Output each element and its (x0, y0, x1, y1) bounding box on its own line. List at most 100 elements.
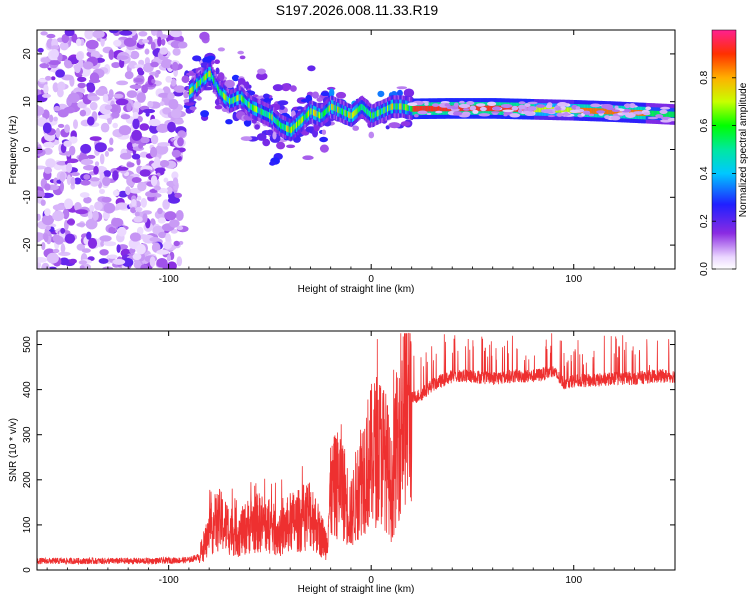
heatmap-cell (671, 111, 674, 118)
heatmap-cell (147, 100, 154, 108)
heatmap-cell (86, 154, 96, 159)
heatmap-cell (184, 102, 195, 106)
colorbar-tick-label: 0.0 (699, 262, 710, 276)
heatmap-cell (104, 150, 109, 157)
heatmap-cell (540, 106, 542, 113)
heatmap-cell (318, 112, 321, 119)
heatmap-cell (316, 97, 323, 102)
heatmap-cell (89, 136, 102, 142)
heatmap-cell (99, 249, 109, 256)
heatmap-cell (171, 149, 181, 158)
heatmap-cell (276, 141, 286, 150)
colorbar-gradient (712, 30, 736, 269)
heatmap-cell (659, 111, 661, 117)
heatmap-cell (66, 219, 75, 225)
heatmap-cell (660, 111, 663, 117)
heatmap-cell (125, 186, 131, 196)
heatmap-cell (518, 109, 523, 114)
heatmap-cell (261, 109, 264, 116)
heatmap-cell (266, 111, 269, 118)
heatmap-cell (76, 38, 82, 47)
heatmap-cell (170, 78, 177, 87)
heatmap-cell (134, 211, 140, 217)
heatmap-cell (100, 240, 105, 247)
heatmap-cell (57, 123, 65, 128)
heatmap-cell (87, 211, 93, 220)
heatmap-cell (346, 111, 349, 118)
snr-panel: -100 0 100 0 100 200 300 400 500 Height of stra… (8, 330, 676, 595)
heatmap-cell (300, 117, 303, 124)
y-tick-label: 20 (22, 48, 33, 60)
heatmap-cell (254, 105, 257, 112)
heatmap-cell (340, 108, 343, 115)
x-tick-label: -100 (159, 575, 179, 586)
heatmap-cell (209, 70, 212, 77)
heatmap-cell (115, 98, 129, 106)
heatmap-cell (131, 199, 137, 207)
y-tick-label: 0 (22, 146, 33, 152)
heatmap-cell (359, 105, 361, 112)
heatmap-cell (487, 101, 497, 107)
heatmap-cell (396, 86, 408, 90)
heatmap-cell (43, 84, 49, 94)
heatmap-cell (255, 106, 258, 113)
heatmap-cell (66, 158, 79, 164)
heatmap-cell (243, 97, 246, 104)
heatmap-cell (229, 98, 231, 105)
heatmap-cell (304, 113, 307, 121)
snr-x-ticks: -100 0 100 (46, 331, 676, 586)
heatmap-cell (479, 105, 481, 112)
heatmap-cell (323, 109, 326, 117)
heatmap-cell (142, 39, 149, 44)
heatmap-cell (177, 130, 186, 138)
heatmap-cell (102, 176, 111, 187)
heatmap-cell (287, 125, 289, 133)
heatmap-cell (136, 158, 141, 166)
heatmap-cell (628, 109, 631, 116)
heatmap-cell (66, 174, 72, 186)
y-tick-label: 10 (22, 96, 33, 108)
heatmap-cell (220, 90, 223, 97)
heatmap-cell (92, 30, 105, 39)
heatmap-cell (271, 114, 274, 121)
heatmap-cell (94, 142, 107, 153)
heatmap-cell (257, 68, 266, 75)
heatmap-cell (309, 109, 311, 116)
heatmap-cell (233, 96, 236, 103)
heatmap-cell (173, 240, 180, 247)
heatmap-cell (326, 107, 328, 114)
heatmap-cell (52, 234, 61, 243)
heatmap-cell (286, 144, 296, 149)
heatmap-cell (232, 97, 235, 104)
heatmap-cell (390, 103, 393, 110)
heatmap-cell (594, 108, 597, 114)
heatmap-cell (476, 105, 479, 112)
heatmap-cell (89, 177, 100, 182)
heatmap-cell (88, 95, 100, 101)
heatmap-cell (46, 252, 59, 264)
heatmap-cell (650, 110, 653, 117)
heatmap-cell (172, 48, 181, 56)
heatmap-cell (661, 111, 664, 117)
heatmap-cell (149, 256, 156, 268)
heatmap-cell (374, 111, 377, 118)
colorbar: 0.0 0.2 0.4 0.6 0.8 Normalized spectral ampl… (699, 29, 749, 276)
heatmap-cell (379, 108, 382, 116)
heatmap-cell (66, 162, 73, 173)
heatmap-cell (277, 100, 289, 106)
heatmap-cell (102, 93, 109, 103)
heatmap-cell (107, 147, 114, 152)
heatmap-cell (439, 105, 441, 112)
heatmap-cell (204, 74, 207, 81)
heatmap-cell (453, 102, 459, 107)
heatmap-cell (647, 116, 659, 120)
heatmap-cell (37, 106, 45, 116)
heatmap-cell (277, 120, 280, 127)
heatmap-cell (302, 155, 314, 160)
heatmap-cell (296, 106, 304, 110)
heatmap-cell (354, 109, 356, 117)
heatmap-cell (459, 105, 462, 112)
heatmap-cell (297, 120, 299, 127)
heatmap-cell (518, 104, 526, 110)
heatmap-cell (120, 114, 131, 120)
